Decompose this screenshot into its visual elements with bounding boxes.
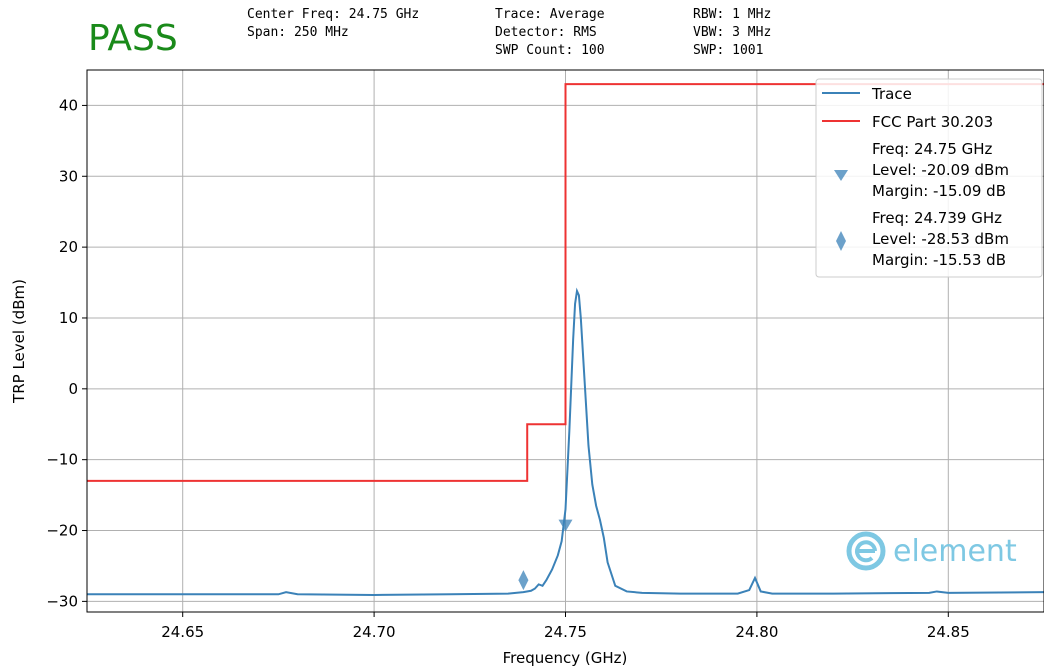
logo-e-icon bbox=[855, 540, 877, 563]
x-tick-label: 24.70 bbox=[353, 623, 396, 641]
legend-marker2-margin: Margin: -15.53 dB bbox=[872, 251, 1006, 269]
x-axis-ticks: 24.65 24.70 24.75 24.80 24.85 bbox=[161, 612, 970, 641]
x-tick-label: 24.80 bbox=[735, 623, 778, 641]
y-tick-label: 30 bbox=[59, 167, 78, 185]
legend-marker1-freq: Freq: 24.75 GHz bbox=[872, 140, 993, 158]
y-tick-label: −10 bbox=[46, 451, 78, 469]
detector-text: Detector: RMS bbox=[495, 25, 597, 40]
sweep-count-text: SWP Count: 100 bbox=[495, 43, 605, 58]
element-logo: element bbox=[846, 531, 1017, 571]
y-tick-label: −20 bbox=[46, 522, 78, 540]
y-tick-label: 0 bbox=[68, 380, 78, 398]
x-axis-label: Frequency (GHz) bbox=[503, 649, 628, 667]
legend-marker2-level: Level: -28.53 dBm bbox=[872, 230, 1009, 248]
logo-ring-icon bbox=[846, 531, 886, 571]
trace-line bbox=[87, 287, 1044, 597]
legend-marker2-freq: Freq: 24.739 GHz bbox=[872, 209, 1002, 227]
y-tick-label: 40 bbox=[59, 96, 78, 114]
header-col-2: Trace: Average Detector: RMS SWP Count: … bbox=[495, 7, 605, 58]
legend-diamond-marker-icon bbox=[836, 231, 846, 251]
y-tick-label: 20 bbox=[59, 238, 78, 256]
plot-area bbox=[87, 83, 1044, 597]
x-tick-label: 24.65 bbox=[161, 623, 204, 641]
logo-text: element bbox=[893, 534, 1017, 569]
pass-status: PASS bbox=[88, 18, 178, 59]
y-axis-label: TRP Level (dBm) bbox=[10, 279, 28, 404]
legend-marker1-level: Level: -20.09 dBm bbox=[872, 161, 1009, 179]
legend-trace-label: Trace bbox=[871, 85, 912, 103]
header-col-1: Center Freq: 24.75 GHz Span: 250 MHz bbox=[247, 7, 419, 40]
legend-limit-label: FCC Part 30.203 bbox=[872, 113, 993, 131]
legend: Trace FCC Part 30.203 Freq: 24.75 GHz Le… bbox=[815, 78, 1043, 278]
legend-marker1-margin: Margin: -15.09 dB bbox=[872, 182, 1006, 200]
vbw-text: VBW: 3 MHz bbox=[693, 25, 771, 40]
header-col-3: RBW: 1 MHz VBW: 3 MHz SWP: 1001 bbox=[693, 7, 771, 58]
trace-mode-text: Trace: Average bbox=[495, 7, 605, 22]
sweep-points-text: SWP: 1001 bbox=[693, 43, 763, 58]
y-axis-ticks: −30 −20 −10 0 10 20 30 40 bbox=[46, 96, 87, 610]
x-tick-label: 24.85 bbox=[927, 623, 970, 641]
diamond-marker bbox=[518, 570, 529, 591]
y-tick-label: −30 bbox=[46, 592, 78, 610]
legend-triangle-marker-icon bbox=[834, 170, 848, 181]
markers bbox=[518, 519, 573, 591]
center-freq-text: Center Freq: 24.75 GHz bbox=[247, 7, 419, 22]
rbw-text: RBW: 1 MHz bbox=[693, 7, 771, 22]
limit-line-fcc bbox=[87, 83, 1044, 482]
span-text: Span: 250 MHz bbox=[247, 25, 349, 40]
triangle-down-marker bbox=[558, 519, 573, 532]
x-tick-label: 24.75 bbox=[544, 623, 587, 641]
y-tick-label: 10 bbox=[59, 309, 78, 327]
